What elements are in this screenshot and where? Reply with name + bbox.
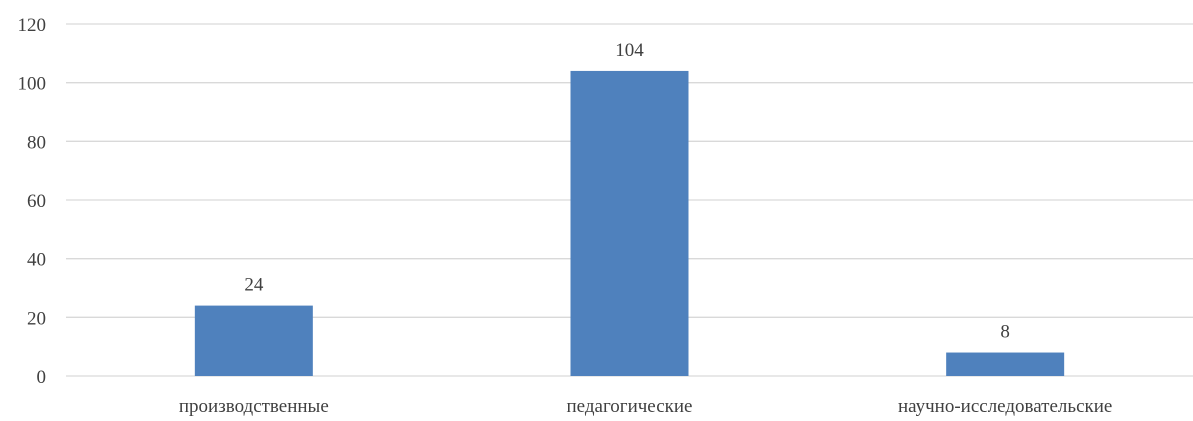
x-category-label: научно-исследовательские bbox=[898, 396, 1112, 416]
y-tick-label: 20 bbox=[27, 308, 46, 329]
y-tick-label: 40 bbox=[27, 250, 46, 271]
bar bbox=[570, 70, 689, 376]
y-tick-label: 0 bbox=[37, 367, 47, 388]
data-label: 8 bbox=[1000, 322, 1010, 343]
y-tick-label: 100 bbox=[18, 74, 47, 95]
labels: 0 20 40 60 80 100 120 24 производственные 104 педа… bbox=[18, 15, 1113, 417]
y-tick-label: 120 bbox=[18, 15, 47, 36]
data-label: 24 bbox=[244, 275, 264, 296]
data-label: 104 bbox=[615, 40, 644, 61]
bar bbox=[946, 352, 1065, 376]
x-category-label: производственные bbox=[179, 396, 329, 416]
bars bbox=[194, 70, 1065, 376]
y-tick-label: 80 bbox=[27, 132, 46, 153]
y-tick-label: 60 bbox=[27, 191, 46, 212]
x-category-label: педагогические bbox=[567, 396, 693, 416]
bar bbox=[194, 305, 313, 376]
